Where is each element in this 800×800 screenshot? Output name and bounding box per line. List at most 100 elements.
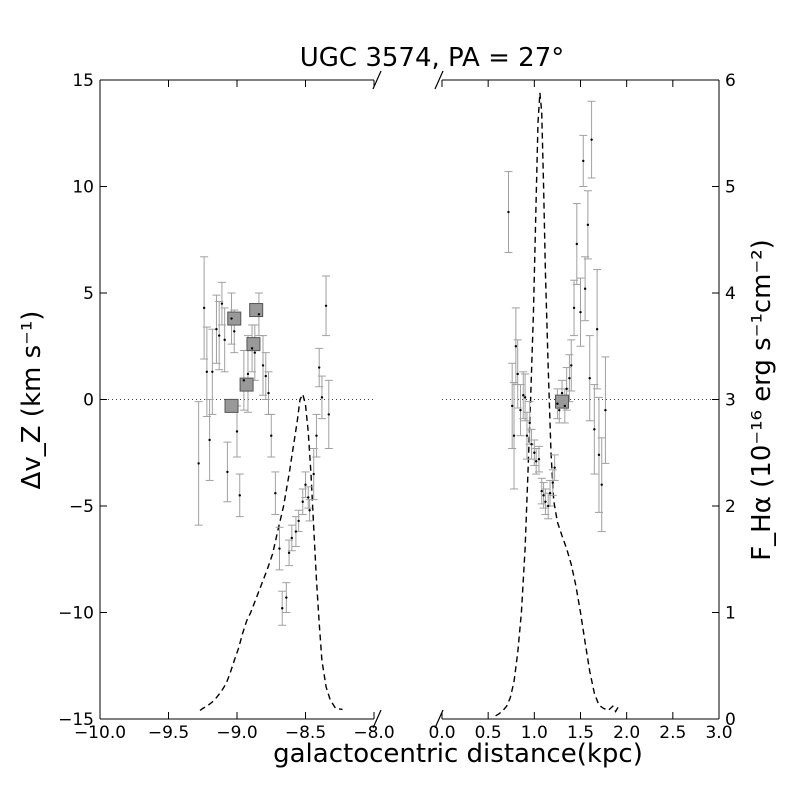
x-axis-label: galactocentric distance(kpc) (273, 739, 643, 769)
binned-point (227, 311, 242, 326)
velocity-point (575, 242, 579, 246)
velocity-point (297, 519, 300, 523)
velocity-point (327, 413, 330, 416)
velocity-point (570, 364, 573, 367)
velocity-point (572, 306, 576, 310)
flux-profiles (199, 92, 620, 717)
velocity-point (537, 457, 541, 461)
velocity-point (226, 470, 229, 474)
velocity-point (308, 509, 311, 512)
velocity-point (315, 434, 318, 437)
y-tick-label: 15 (72, 71, 94, 91)
x-tick-label: 2.5 (659, 723, 686, 743)
x-tick-label: 1.0 (521, 723, 548, 743)
y2-tick-label: 4 (725, 284, 736, 304)
velocity-point (579, 310, 582, 314)
y2-tick-label: 1 (725, 604, 736, 624)
velocity-point (533, 451, 536, 454)
x-tick-label: 1.5 (567, 723, 594, 743)
y-tick-label: 0 (83, 391, 94, 411)
x-tick-label: −8.5 (285, 723, 326, 743)
y2-tick-label: 6 (725, 71, 736, 91)
axis-break-mark (372, 709, 382, 729)
velocity-point (514, 345, 518, 348)
velocity-point (294, 530, 298, 533)
velocity-point (238, 494, 241, 497)
axis-break-mark (434, 70, 444, 90)
binned-point (246, 337, 261, 352)
velocity-point (304, 483, 307, 486)
y2-tick-label: 5 (725, 178, 736, 198)
velocity-point (510, 404, 514, 408)
y-tick-label: −5 (69, 497, 94, 517)
velocity-point (604, 408, 607, 412)
velocity-point (250, 347, 254, 350)
velocity-point (600, 483, 603, 486)
velocity-point (220, 302, 224, 305)
velocity-point (523, 396, 527, 399)
velocity-point (586, 223, 590, 227)
velocity-point (553, 466, 556, 469)
binned-point (249, 303, 264, 318)
x-tick-label: 0.0 (428, 723, 455, 743)
y-tick-label: 5 (83, 284, 94, 304)
axis-ticks: −10.0 −9.5 −9.0 −8.5 −8.0 0.0 0.5 1.0 1.5 2.0 2.5 3… (58, 71, 736, 743)
velocity-point (281, 607, 284, 610)
flux-profile-line (199, 392, 343, 712)
velocity-point (202, 306, 206, 310)
velocity-point (267, 391, 270, 395)
velocity-point (287, 551, 291, 555)
velocity-point (522, 394, 525, 397)
velocity-point (257, 313, 261, 316)
error-bars (194, 100, 610, 626)
velocity-point (512, 434, 516, 437)
y-tick-label: 10 (72, 178, 94, 198)
velocity-point (233, 330, 236, 333)
velocity-point (560, 391, 564, 395)
velocity-point (211, 370, 214, 374)
x-tick-label: −9.0 (216, 723, 257, 743)
velocity-point (551, 481, 554, 484)
y2-tick-label: 2 (725, 497, 736, 517)
velocity-point (312, 472, 315, 476)
y2-tick-label: 3 (725, 391, 736, 411)
velocity-point (246, 372, 250, 376)
velocity-point (525, 434, 529, 437)
velocity-point (528, 421, 531, 425)
velocity-point (593, 428, 596, 431)
velocity-point (301, 500, 304, 503)
velocity-point (307, 496, 310, 499)
velocity-point (230, 317, 233, 320)
velocity-point (318, 366, 321, 369)
x-tick-label: 0.5 (475, 723, 502, 743)
velocity-point (290, 536, 293, 540)
velocity-point (507, 210, 510, 214)
velocity-point (588, 377, 591, 380)
chart-title: UGC 3574, PA = 27° (300, 43, 565, 73)
velocity-point (242, 379, 246, 382)
x-tick-label: −10.0 (74, 723, 126, 743)
y2-tick-label: 0 (725, 710, 736, 730)
velocity-point (597, 453, 601, 457)
velocity-point (544, 500, 547, 503)
binned-point (555, 394, 570, 409)
velocity-point (253, 351, 257, 354)
velocity-point (215, 328, 218, 331)
x-tick-label: 2.0 (613, 723, 640, 743)
velocity-point (563, 404, 567, 408)
velocity-point (558, 408, 561, 412)
velocity-point (583, 287, 587, 290)
velocity-point (546, 504, 550, 508)
velocity-point (261, 364, 265, 367)
velocity-point (534, 460, 538, 463)
velocity-point (516, 372, 519, 376)
velocity-point (270, 434, 273, 437)
velocity-point (223, 338, 226, 342)
velocity-point (264, 374, 267, 378)
y2-axis-label: F_Hα (10⁻¹⁶ erg s⁻¹cm⁻²) (747, 239, 777, 561)
velocity-point (285, 596, 288, 599)
y-axis-label: Δv_Z (km s⁻¹) (17, 311, 47, 490)
velocity-point (208, 438, 211, 442)
velocity-point (556, 402, 559, 405)
